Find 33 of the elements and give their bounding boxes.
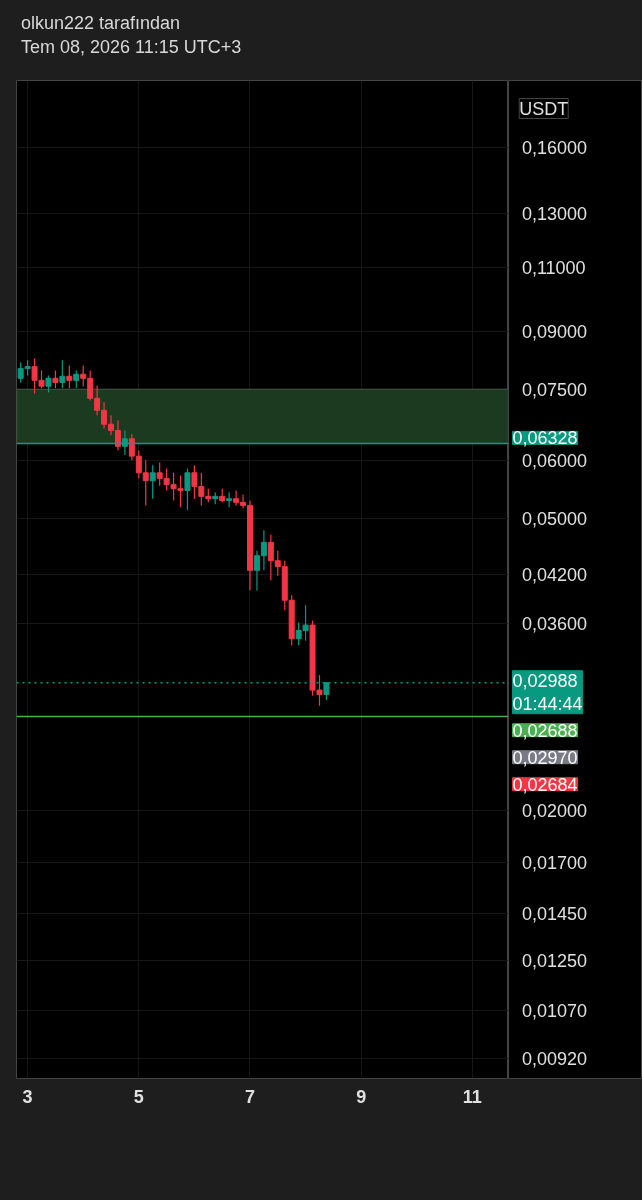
y-tick-label: 0,01450 [521, 903, 587, 924]
text: 0,02684 [512, 774, 578, 795]
y-tick-label: 0,04200 [521, 564, 587, 585]
y-tick-label: 0,01070 [521, 1000, 587, 1021]
x-tick-label: 3 [22, 1086, 33, 1107]
y-tick-label: 0,01250 [521, 951, 587, 972]
ref-line-label: 0,02688 [512, 720, 578, 741]
y-tick-label: 0,07500 [521, 379, 587, 400]
x-tick-label: 5 [133, 1086, 144, 1107]
candlestick [66, 364, 73, 389]
y-tick-label: 0,05000 [521, 509, 587, 530]
y-tick-label: 0,03600 [521, 613, 587, 634]
y-tick-label: 0,09000 [521, 321, 587, 342]
candlestick [184, 467, 191, 511]
y-tick-label: 0,13000 [521, 204, 587, 225]
y-tick-label: 0,06000 [521, 450, 587, 471]
x-tick-label: 7 [244, 1086, 255, 1107]
y-tick-label: 0,00920 [521, 1048, 587, 1069]
candlestick [59, 359, 66, 389]
y-tick-label: 0,16000 [521, 138, 587, 158]
y-tick-label: 0,02000 [521, 801, 587, 822]
candlestick [226, 491, 233, 508]
chart-title: olkun222 tarafından [21, 12, 182, 35]
x-tick-label: 11 [462, 1086, 482, 1107]
ref-line-label: 0,02988 01:44:44 [512, 670, 583, 714]
chart-subtitle: Tem 08, 2026 11:15 UTC+3 [21, 36, 242, 59]
y-axis-title: USDT [519, 98, 569, 119]
text: 0,02970 [512, 747, 578, 768]
x-tick-label: 9 [356, 1086, 367, 1107]
candlestick [149, 464, 156, 500]
y-tick-label: 0,11000 [521, 257, 586, 278]
ref-line-label: 0,06328 [512, 428, 578, 449]
y-tick-label: 0,01700 [521, 853, 587, 874]
